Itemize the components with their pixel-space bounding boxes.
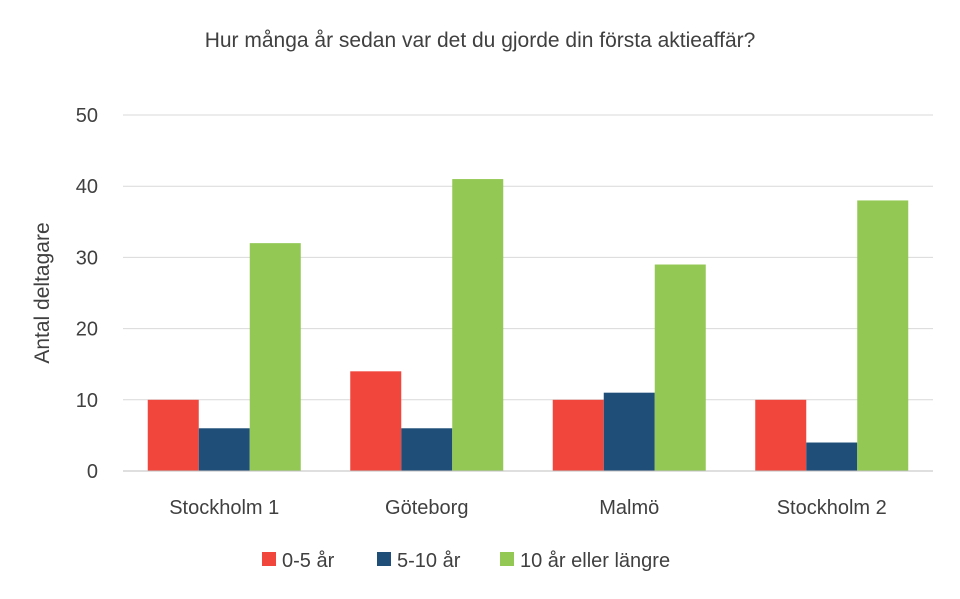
y-tick-label-2: 20 xyxy=(76,319,98,341)
bar-0-0 xyxy=(147,399,199,471)
legend-label-1: 5-10 år xyxy=(397,550,461,572)
y-tick-label-3: 30 xyxy=(76,247,98,269)
bars xyxy=(147,179,909,471)
legend: 0-5 år 5-10 år 10 år eller längre xyxy=(262,550,670,572)
x-category-label-0: Stockholm 1 xyxy=(169,497,279,519)
x-axis-categories: Stockholm 1 Göteborg Malmö Stockholm 2 xyxy=(169,497,887,519)
bar-2-2 xyxy=(654,264,706,471)
bar-1-1 xyxy=(401,428,453,471)
legend-label-0: 0-5 år xyxy=(282,550,335,572)
bar-3-2 xyxy=(857,200,909,471)
chart-title: Hur många år sedan var det du gjorde din… xyxy=(205,29,756,52)
legend-swatch-0 xyxy=(262,552,276,566)
bar-2-0 xyxy=(552,399,604,471)
bar-1-2 xyxy=(452,179,504,471)
y-tick-label-0: 0 xyxy=(87,461,98,483)
legend-swatch-1 xyxy=(377,552,391,566)
legend-label-2: 10 år eller längre xyxy=(520,550,670,572)
bar-3-1 xyxy=(806,442,858,471)
x-category-label-2: Malmö xyxy=(599,497,659,519)
bar-3-0 xyxy=(755,399,807,471)
bar-0-2 xyxy=(249,243,301,471)
y-axis-ticks: 0 10 20 30 40 50 xyxy=(76,105,98,483)
bar-2-1 xyxy=(603,392,655,471)
y-tick-label-1: 10 xyxy=(76,390,98,412)
bar-0-1 xyxy=(198,428,250,471)
y-tick-label-5: 50 xyxy=(76,105,98,127)
x-category-label-1: Göteborg xyxy=(385,497,468,519)
bar-1-0 xyxy=(350,371,402,471)
x-category-label-3: Stockholm 2 xyxy=(777,497,887,519)
y-axis-label: Antal deltagare xyxy=(31,222,54,363)
gridlines xyxy=(123,114,933,401)
legend-swatch-2 xyxy=(500,552,514,566)
y-tick-label-4: 40 xyxy=(76,176,98,198)
